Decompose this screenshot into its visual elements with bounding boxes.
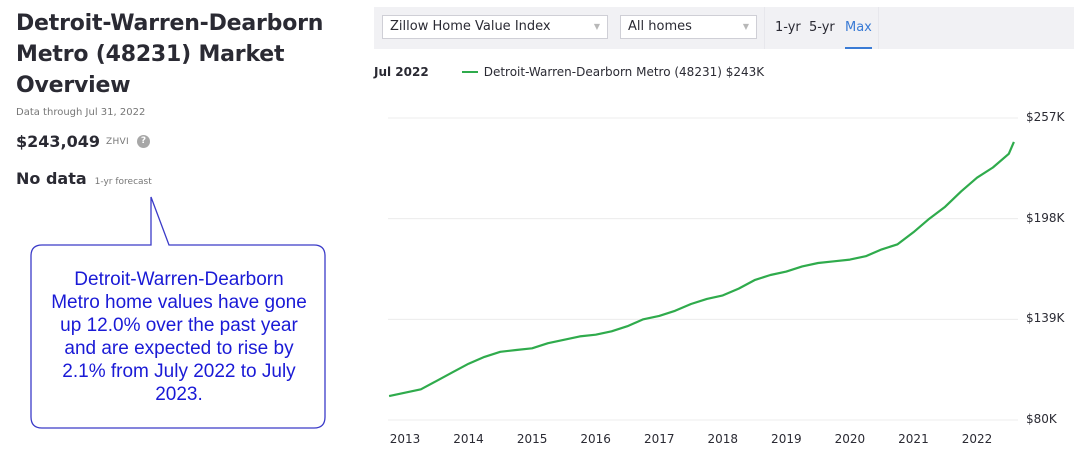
x-tick-label: 2020: [834, 432, 866, 446]
x-tick-label: 2013: [389, 432, 421, 446]
metric-select-value: Zillow Home Value Index: [390, 19, 551, 34]
data-through-date: Data through Jul 31, 2022: [16, 107, 146, 118]
tab-5-yr[interactable]: 5-yr: [809, 20, 835, 35]
tab-max[interactable]: Max: [845, 20, 872, 49]
chevron-down-icon: ▼: [593, 22, 600, 31]
chart-legend: Jul 2022 Detroit-Warren-Dearborn Metro (…: [374, 65, 764, 79]
y-tick-label: $198K: [1026, 210, 1065, 225]
callout-line: 2023.: [155, 384, 203, 405]
x-tick-label: 2016: [580, 432, 611, 446]
forecast-label: 1-yr forecast: [94, 177, 152, 187]
legend-date: Jul 2022: [374, 65, 429, 79]
gridlines: [388, 117, 1018, 421]
zhvi-label: ZHVI: [106, 136, 129, 147]
callout-line: Metro home values have gone: [51, 292, 307, 313]
callout-line: Detroit-Warren-Dearborn: [74, 269, 284, 290]
x-tick-label: 2018: [707, 432, 739, 446]
page-title: Detroit-Warren-Dearborn Metro (48231) Ma…: [16, 8, 346, 101]
callout-outline: [30, 196, 326, 429]
title-line-2: Metro (48231) Market: [16, 42, 285, 67]
x-tick-label: 2017: [643, 432, 675, 446]
callout-line: 2.1% from July 2022 to July: [62, 361, 296, 382]
zhvi-value: $243,049: [16, 132, 101, 151]
forecast-row: No data 1-yr forecast: [16, 169, 346, 188]
callout-bubble: [30, 196, 326, 429]
title-line-1: Detroit-Warren-Dearborn: [16, 11, 324, 36]
forecast-value: No data: [16, 169, 87, 188]
legend-line-swatch: [461, 71, 478, 73]
callout-text: Detroit-Warren-Dearborn Metro home value…: [34, 268, 324, 406]
chart-toolbar: Zillow Home Value Index ▼ All homes ▼ 1-…: [374, 7, 1074, 49]
x-tick-label: 2019: [771, 432, 802, 446]
zhvi-series-line[interactable]: [388, 141, 1015, 398]
x-tick-label: 2021: [898, 432, 929, 446]
y-tick-label: $139K: [1026, 311, 1065, 326]
home-type-select-value: All homes: [628, 19, 692, 34]
x-tick-label: 2015: [516, 432, 548, 446]
legend-series-label: Detroit-Warren-Dearborn Metro (48231) $2…: [483, 65, 765, 79]
metric-select[interactable]: Zillow Home Value Index ▼: [382, 15, 608, 39]
callout-line: up 12.0% over the past year: [60, 315, 298, 336]
home-type-select[interactable]: All homes ▼: [620, 15, 757, 39]
tab-1-yr[interactable]: 1-yr: [775, 20, 801, 35]
x-tick-label: 2022: [961, 432, 993, 446]
title-line-3: Overview: [16, 73, 131, 98]
callout-line: and are expected to rise by: [64, 338, 294, 359]
zhvi-row: $243,049 ZHVI ?: [16, 132, 346, 151]
help-icon[interactable]: ?: [136, 135, 150, 148]
y-tick-label: $80K: [1026, 412, 1057, 426]
x-tick-label: 2014: [453, 432, 484, 446]
market-overview-panel: Detroit-Warren-Dearborn Metro (48231) Ma…: [16, 8, 346, 188]
chevron-down-icon: ▼: [742, 22, 749, 31]
time-range-tabs: 1-yr 5-yr Max: [764, 7, 879, 49]
y-tick-label: $257K: [1026, 110, 1065, 124]
